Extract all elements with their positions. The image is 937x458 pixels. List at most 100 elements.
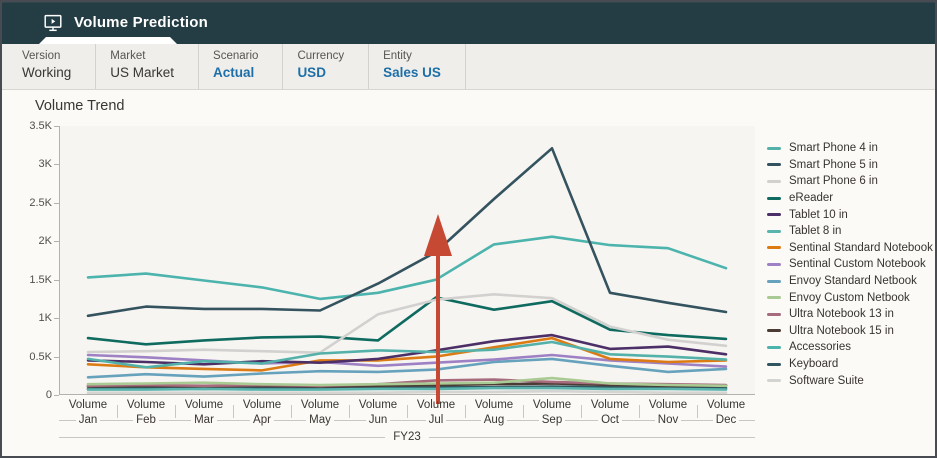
chart-title: Volume Trend [35,98,125,114]
legend-label: Keyboard [789,358,839,371]
pov-value[interactable]: USD [297,65,326,80]
legend-item-sentinal-standard-notebook[interactable]: Sentinal Standard Notebook [767,240,935,257]
legend-item-envoy-custom-netbook[interactable]: Envoy Custom Netbook [767,289,935,306]
legend-item-ultra-notebook-15-in[interactable]: Ultra Notebook 15 in [767,323,935,340]
pov-item-currency[interactable]: Currency USD [283,44,370,89]
pov-label: Scenario [213,50,259,62]
legend-item-software-suite[interactable]: Software Suite [767,372,935,389]
pov-item-version[interactable]: Version Working [2,44,97,89]
y-tick-label: 1.5K [29,273,52,286]
series-line-envoy-standard-netbook[interactable] [86,357,728,379]
legend-label: Smart Phone 6 in [789,175,878,188]
x-label-measure: Volume [126,399,166,411]
series-line-sentinal-custom-notebook[interactable] [86,353,728,368]
y-tick-mark [54,279,59,281]
x-label-measure: Volume [590,399,630,411]
x-label-measure: Volume [68,399,108,411]
series-line-sentinal-standard-notebook[interactable] [86,336,728,372]
y-tick-mark [54,356,59,358]
y-tick-mark [54,241,59,243]
legend-swatch [767,329,781,333]
legend-swatch [767,163,781,167]
legend-item-smart-phone-4-in[interactable]: Smart Phone 4 in [767,140,935,157]
legend-item-tablet-10-in[interactable]: Tablet 10 in [767,206,935,223]
chart-section: Volume Trend 0 0.5K 1K 1.5K 2K 2.5K 3K 3.5K Vol… [2,90,935,456]
app-header: Volume Prediction [2,2,935,44]
legend-label: Smart Phone 4 in [789,142,878,155]
chart-canvas[interactable] [60,126,756,395]
pov-item-market[interactable]: Market US Market [96,44,200,89]
legend-item-accessories[interactable]: Accessories [767,339,935,356]
x-label-year: FY23 [59,431,755,443]
x-label-separator [175,405,176,418]
legend-item-smart-phone-5-in[interactable]: Smart Phone 5 in [767,157,935,174]
legend-label: Accessories [789,341,851,354]
y-tick-label: 1K [38,312,52,325]
legend-swatch [767,296,781,300]
x-label-month-feb: Feb [117,414,176,426]
pov-label: Entity [383,50,412,62]
legend-label: Ultra Notebook 15 in [789,324,894,337]
legend-swatch [767,213,781,217]
series-line-smart-phone-6-in[interactable] [86,293,728,354]
x-label-month-apr: Apr [233,414,291,426]
pov-item-entity[interactable]: Entity Sales US [369,44,466,89]
pov-value[interactable]: Actual [213,65,255,80]
legend-label: Tablet 10 in [789,208,848,221]
y-tick-mark [54,126,59,127]
legend-label: Ultra Notebook 13 in [789,308,894,321]
legend-swatch [767,312,781,316]
x-label-measure: Volume [358,399,398,411]
legend-item-envoy-standard-netbook[interactable]: Envoy Standard Netbook [767,273,935,290]
legend-swatch [767,229,781,233]
x-label-separator [407,405,408,418]
series-line-ereader[interactable] [86,296,728,346]
x-label-month-dec: Dec [697,414,756,426]
series-line-tablet-10-in[interactable] [86,333,728,366]
x-label-separator [233,405,234,418]
x-label-month-jun: Jun [349,414,408,426]
series-line-software-suite[interactable] [86,389,728,395]
x-label-separator [581,405,582,418]
series-line-smart-phone-5-in[interactable] [86,146,728,318]
pov-item-scenario[interactable]: Scenario Actual [199,44,284,89]
monitor-play-icon [42,12,64,34]
legend-swatch [767,196,781,200]
x-label-measure: Volume [706,399,746,411]
x-label-measure: Volume [648,399,688,411]
legend-item-sentinal-custom-notebook[interactable]: Sentinal Custom Notebook [767,256,935,273]
series-line-tablet-8-in[interactable] [86,386,728,391]
legend-label: Tablet 8 in [789,225,842,238]
pov-value[interactable]: Sales US [383,65,441,80]
pov-label: Market [110,50,146,62]
y-tick-label: 3K [38,158,52,171]
page-title: Volume Prediction [74,14,208,31]
x-label-month-oct: Oct [581,414,640,426]
x-label-separator [117,405,118,418]
legend-item-tablet-8-in[interactable]: Tablet 8 in [767,223,935,240]
series-line-envoy-custom-netbook[interactable] [86,376,728,388]
x-label-measure: Volume [184,399,224,411]
legend-label: Envoy Standard Netbook [789,275,917,288]
x-label-month-may: May [291,414,350,426]
legend-item-ultra-notebook-13-in[interactable]: Ultra Notebook 13 in [767,306,935,323]
pov-bar: Version Working Market US Market Scenario Act… [2,44,935,90]
legend-item-ereader[interactable]: eReader [767,190,935,207]
series-line-smart-phone-4-in[interactable] [86,340,728,369]
pov-label: Version [22,50,61,62]
legend-item-keyboard[interactable]: Keyboard [767,356,935,373]
legend-swatch [767,262,781,266]
x-label-month-jul: Jul [407,414,466,426]
legend-label: eReader [789,192,834,205]
legend-swatch [767,146,781,150]
x-label-separator [291,405,292,418]
y-tick-label: 2K [38,235,52,248]
y-tick-label: 0.5K [29,350,52,363]
x-label-measure: Volume [242,399,282,411]
legend-item-smart-phone-6-in[interactable]: Smart Phone 6 in [767,173,935,190]
x-label-measure: Volume [300,399,340,411]
x-label-measure: Volume [532,399,572,411]
series-line-accessories[interactable] [86,235,728,301]
pov-value: US Market [110,65,175,80]
